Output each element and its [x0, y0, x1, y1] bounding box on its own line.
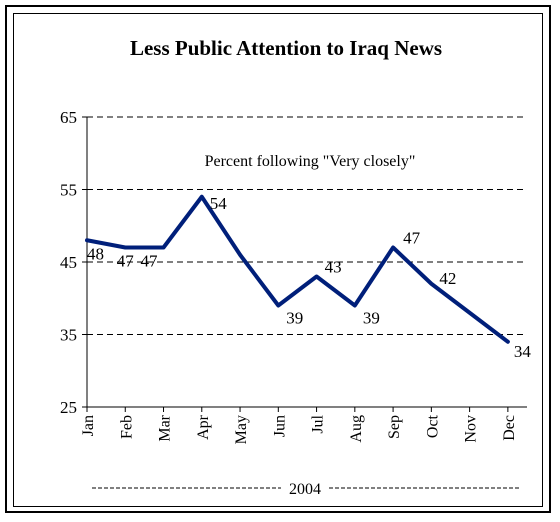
chart-inner-frame: [13, 13, 543, 507]
x-axis-label: 2004: [289, 481, 321, 498]
x-tick-label-jul: Jul: [310, 414, 327, 433]
data-label-dec: 34: [514, 342, 532, 361]
data-label-aug: 39: [363, 309, 380, 328]
x-tick-label-sep: Sep: [386, 415, 403, 439]
x-tick-label-oct: Oct: [424, 414, 441, 438]
data-label-feb: 47: [117, 252, 135, 271]
x-tick-label-apr: Apr: [195, 414, 212, 440]
gridlines: [87, 116, 527, 335]
data-label-jun: 39: [286, 309, 303, 328]
y-axis-ticks: 25 35 45 55 65: [60, 108, 87, 417]
x-tick-label-jan: Jan: [80, 415, 97, 436]
series-group: [85, 194, 510, 344]
chart-title: Less Public Attention to Iraq News: [130, 36, 442, 60]
x-axis-ticks: Jan Feb Mar Apr May Jun Jul Aug Sep Oct Nov Dec: [80, 407, 518, 444]
x-tick-label-feb: Feb: [118, 415, 135, 439]
x-tick-label-mar: Mar: [157, 414, 174, 441]
chart-subtitle: Percent following "Very closely": [205, 153, 416, 170]
y-tick-label-45: 45: [60, 253, 77, 272]
x-tick-label-may: May: [233, 415, 250, 444]
data-label-apr: 54: [210, 194, 228, 213]
data-label-jul: 43: [325, 258, 342, 277]
x-tick-label-nov: Nov: [463, 415, 480, 443]
y-tick-label-25: 25: [60, 398, 77, 417]
x-axis-label-group: 2004: [92, 481, 520, 498]
y-tick-label-65: 65: [60, 108, 77, 127]
series-line: [85, 194, 510, 344]
data-label-sep: 47: [403, 229, 421, 248]
x-tick-label-aug: Aug: [348, 415, 365, 443]
data-label-mar: 47: [141, 252, 159, 271]
y-tick-label-55: 55: [60, 181, 77, 200]
data-labels: 48 47 47 54 39 43 39 47 42 34: [87, 194, 531, 361]
y-tick-label-35: 35: [60, 326, 77, 345]
data-label-oct: 42: [439, 269, 456, 288]
x-tick-label-dec: Dec: [501, 415, 518, 441]
x-tick-label-jun: Jun: [271, 415, 288, 437]
data-label-jan: 48: [87, 244, 104, 263]
